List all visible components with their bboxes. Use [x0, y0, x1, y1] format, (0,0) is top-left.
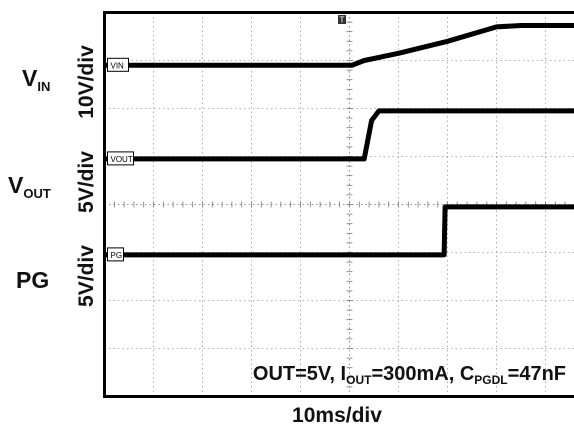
channel-tags: VIN VOUT PG: [108, 58, 134, 261]
trace-vin: [105, 26, 574, 66]
channel-tag-vout: VOUT: [111, 155, 133, 164]
x-scale-label: 10ms/div: [292, 404, 382, 427]
channel-3-name: PG: [16, 267, 49, 293]
channel-3-scale: 5V/div: [75, 245, 98, 307]
channel-tag-pg: PG: [111, 251, 123, 260]
traces: [105, 26, 574, 255]
channel-1-name: VIN: [22, 65, 50, 94]
channel-2-scale: 5V/div: [75, 151, 98, 213]
trigger-marker: T: [338, 15, 346, 25]
trace-pg: [105, 207, 574, 255]
channel-1-scale: 10V/div: [75, 45, 98, 119]
test-conditions-annotation: OUT=5V, IOUT=300mA, CPGDL=47nF: [253, 363, 566, 387]
trace-vout: [105, 111, 574, 159]
channel-2-name: VOUT: [8, 172, 51, 201]
trigger-marker-label: T: [340, 16, 345, 25]
channel-tag-vin: VIN: [111, 61, 125, 70]
